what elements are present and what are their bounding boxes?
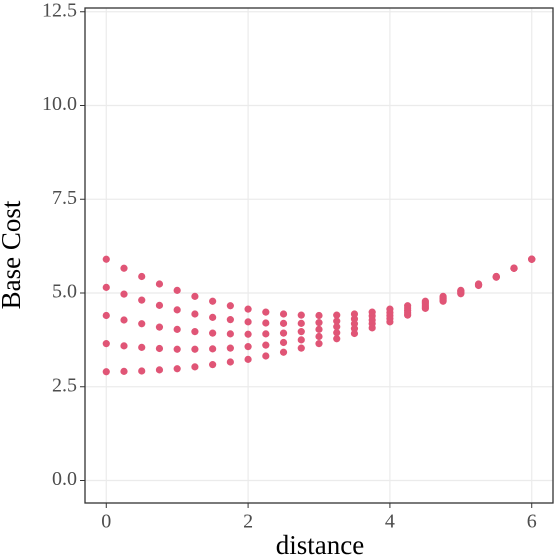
point xyxy=(226,344,234,352)
point xyxy=(102,283,110,291)
point xyxy=(244,305,252,313)
point xyxy=(138,367,146,375)
y-axis-title: Base Cost xyxy=(0,200,26,309)
point xyxy=(439,292,447,300)
point xyxy=(173,345,181,353)
point xyxy=(510,264,518,272)
point xyxy=(120,264,128,272)
y-tick-label: 2.5 xyxy=(52,374,77,396)
point xyxy=(492,272,500,281)
point xyxy=(333,311,341,319)
x-tick-label: 0 xyxy=(101,511,111,533)
point xyxy=(173,286,181,294)
point xyxy=(226,302,234,310)
point xyxy=(244,343,252,351)
point xyxy=(138,296,146,304)
point xyxy=(315,319,323,327)
point xyxy=(297,319,305,327)
point xyxy=(315,340,323,348)
point xyxy=(173,306,181,314)
point xyxy=(262,352,270,360)
point xyxy=(155,301,164,309)
point xyxy=(173,365,181,373)
point xyxy=(315,325,323,333)
point xyxy=(333,317,341,325)
point xyxy=(120,290,128,298)
point xyxy=(191,363,199,371)
point xyxy=(244,330,252,338)
point xyxy=(333,335,341,343)
point xyxy=(244,355,252,363)
point xyxy=(155,323,164,331)
point xyxy=(368,308,376,316)
point xyxy=(279,338,288,347)
point xyxy=(457,286,465,294)
point xyxy=(120,367,128,375)
point xyxy=(209,313,217,321)
point xyxy=(209,329,217,337)
point xyxy=(209,297,217,305)
point xyxy=(191,345,199,353)
point xyxy=(421,297,429,305)
point xyxy=(297,344,305,352)
point xyxy=(209,345,217,353)
point xyxy=(297,311,305,319)
point xyxy=(333,329,341,337)
point xyxy=(262,319,270,327)
x-axis-title: distance xyxy=(276,530,364,560)
point xyxy=(102,311,110,320)
point xyxy=(191,310,199,318)
point xyxy=(333,323,341,331)
x-tick-label: 2 xyxy=(243,511,253,533)
point xyxy=(262,330,270,338)
point xyxy=(138,272,146,281)
point xyxy=(297,328,305,336)
y-tick-label: 0.0 xyxy=(52,468,77,490)
x-tick-label: 6 xyxy=(527,511,537,533)
point xyxy=(279,348,288,356)
point xyxy=(297,336,305,344)
point xyxy=(138,343,146,351)
point xyxy=(155,344,164,353)
point xyxy=(279,329,288,337)
point xyxy=(120,342,128,350)
point xyxy=(262,341,270,349)
point xyxy=(315,332,323,341)
point xyxy=(528,255,536,263)
y-tick-label: 7.5 xyxy=(52,187,77,209)
point xyxy=(386,305,394,313)
y-tick-label: 10.0 xyxy=(42,93,77,115)
point xyxy=(191,292,199,300)
point xyxy=(155,366,164,374)
point xyxy=(226,316,234,324)
point xyxy=(244,318,252,326)
point xyxy=(404,302,412,310)
point xyxy=(209,361,217,369)
point xyxy=(350,310,359,318)
point xyxy=(102,368,110,376)
point xyxy=(279,319,288,327)
x-tick-label: 4 xyxy=(385,511,395,533)
point xyxy=(102,255,110,263)
y-tick-label: 12.5 xyxy=(42,0,77,21)
point xyxy=(102,340,110,348)
y-tick-label: 5.0 xyxy=(52,281,77,303)
plot-border xyxy=(84,7,554,504)
point xyxy=(226,358,234,366)
point xyxy=(315,311,323,320)
point xyxy=(173,325,181,333)
point xyxy=(279,310,288,318)
point xyxy=(191,328,199,336)
point xyxy=(262,308,270,316)
point xyxy=(226,330,234,338)
point xyxy=(155,280,164,288)
point xyxy=(474,280,483,288)
plot-background xyxy=(85,8,553,503)
point xyxy=(138,320,146,328)
point xyxy=(120,316,128,324)
